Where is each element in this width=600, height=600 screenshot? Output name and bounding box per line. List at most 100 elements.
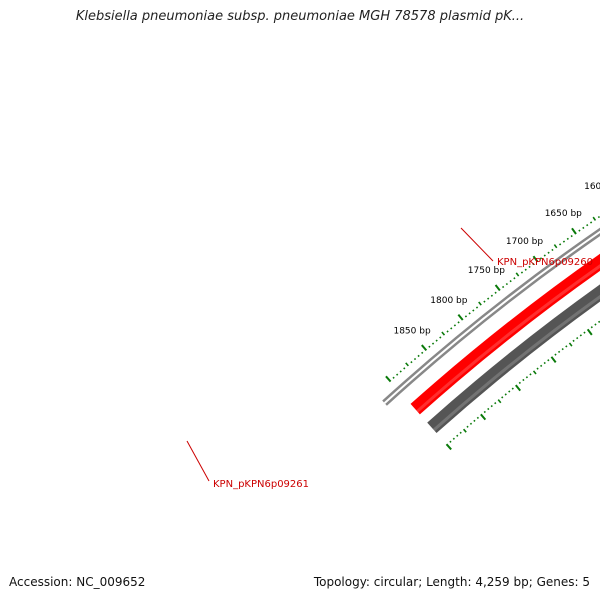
tick-label: 1700 bp xyxy=(506,237,543,247)
tick-mark xyxy=(501,285,505,289)
tick-mark xyxy=(403,367,406,370)
tick-mark xyxy=(421,344,428,352)
gene-arc[interactable] xyxy=(410,208,600,415)
tick-mark xyxy=(483,410,486,414)
tick-mark xyxy=(480,413,487,421)
tick-mark xyxy=(466,425,469,428)
tick-mark xyxy=(550,356,557,363)
tick-mark xyxy=(508,390,511,393)
tick-mark xyxy=(509,280,512,283)
tick-mark xyxy=(547,359,550,362)
tick-mark xyxy=(589,221,593,224)
tick-mark xyxy=(459,431,462,434)
tick-mark xyxy=(439,336,442,339)
tick-mark xyxy=(494,284,501,292)
tick-mark xyxy=(571,227,577,235)
tick-mark xyxy=(452,437,455,440)
tick-mark xyxy=(583,331,586,334)
tick-mark xyxy=(476,416,480,419)
tick-mark xyxy=(524,268,527,271)
tick-mark xyxy=(565,345,568,348)
tick-mark xyxy=(515,384,521,392)
tick-mark xyxy=(453,324,457,327)
plasmid-backbone xyxy=(382,227,600,406)
tick-mark xyxy=(457,313,464,321)
tick-label: 1800 bp xyxy=(430,296,467,306)
tick-mark xyxy=(483,300,486,303)
tick-mark xyxy=(561,347,564,351)
gene-leader-line xyxy=(460,227,494,262)
gene-label[interactable]: KPN_pKPN6p09260 xyxy=(497,257,593,268)
tick-label: 1750 bp xyxy=(468,266,505,276)
tick-label: 1600 bp xyxy=(584,182,600,192)
tick-mark xyxy=(504,393,507,396)
tick-mark xyxy=(435,339,438,342)
map-title: Klebsiella pneumoniae subsp. pneumoniae … xyxy=(75,9,525,24)
tick-mark xyxy=(576,336,579,340)
tick-mark xyxy=(547,251,550,254)
tick-mark xyxy=(582,226,585,230)
tick-mark xyxy=(505,282,508,286)
tick-mark xyxy=(494,402,497,405)
gene-arc-highlight xyxy=(416,264,600,413)
tick-mark xyxy=(445,443,452,451)
tick-mark xyxy=(421,351,424,354)
gene-label[interactable]: KPN_pKPN6p09261 xyxy=(213,479,309,490)
tick-mark xyxy=(450,327,453,330)
tick-mark xyxy=(522,378,525,382)
gene-arc[interactable] xyxy=(427,284,600,434)
tick-mark xyxy=(518,381,521,385)
tick-mark xyxy=(473,419,476,422)
tick-mark xyxy=(566,237,569,240)
tick-mark xyxy=(553,244,558,249)
tick-mark xyxy=(428,345,431,348)
tick-mark xyxy=(597,215,600,219)
tick-mark xyxy=(568,342,573,347)
tick-mark xyxy=(551,248,554,252)
tick-mark xyxy=(570,234,573,238)
tick-mark xyxy=(457,321,460,324)
tick-mark xyxy=(417,354,420,358)
tick-mark xyxy=(543,254,546,257)
tick-mark xyxy=(558,243,562,246)
tick-mark xyxy=(446,330,449,333)
backbone-inner-gap xyxy=(383,230,600,404)
tick-mark xyxy=(543,361,546,365)
tick-mark xyxy=(529,373,532,376)
tick-mark xyxy=(592,216,597,221)
tick-mark xyxy=(554,353,557,356)
tick-mark xyxy=(532,370,537,375)
tick-label: 1650 bp xyxy=(545,209,582,219)
tick-mark xyxy=(579,334,582,337)
tick-mark xyxy=(385,375,392,383)
tick-mark xyxy=(475,306,479,309)
tick-mark xyxy=(497,399,502,404)
tick-mark xyxy=(586,224,589,227)
tick-mark xyxy=(468,312,471,315)
tick-mark xyxy=(490,404,493,408)
gene-labels: KPN_pKPN6p09260 KPN_pKPN6p09261 xyxy=(186,227,593,490)
accession-text: Accession: NC_009652 xyxy=(9,575,146,589)
tick-mark xyxy=(501,396,504,399)
tick-mark xyxy=(410,361,413,364)
tick-mark xyxy=(513,277,516,280)
tick-mark xyxy=(469,422,473,425)
tick-mark xyxy=(392,376,395,379)
tick-mark xyxy=(456,434,459,437)
tick-mark xyxy=(487,297,490,300)
tick-mark xyxy=(494,291,497,294)
tick-mark xyxy=(532,262,535,266)
tick-mark xyxy=(472,309,475,312)
inner-tick-ring xyxy=(445,320,600,451)
tick-mark xyxy=(539,257,543,260)
tick-mark xyxy=(586,328,593,336)
tick-mark xyxy=(520,271,524,274)
tick-mark xyxy=(525,376,529,379)
tick-mark xyxy=(594,323,597,326)
tick-mark xyxy=(511,387,514,390)
outer-tick-ring xyxy=(385,215,600,383)
tick-mark xyxy=(487,407,490,411)
tick-mark xyxy=(578,229,581,232)
